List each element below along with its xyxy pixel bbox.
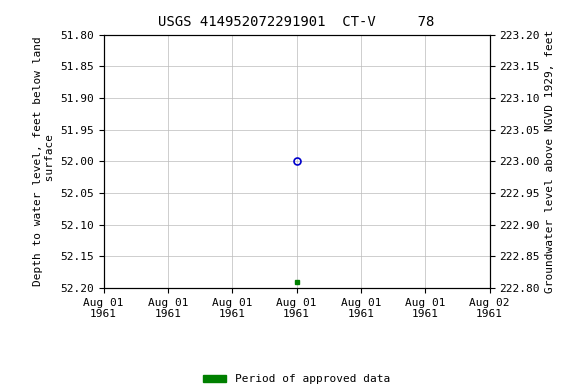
Title: USGS 414952072291901  CT-V     78: USGS 414952072291901 CT-V 78: [158, 15, 435, 29]
Y-axis label: Groundwater level above NGVD 1929, feet: Groundwater level above NGVD 1929, feet: [545, 30, 555, 293]
Y-axis label: Depth to water level, feet below land
 surface: Depth to water level, feet below land su…: [33, 36, 55, 286]
Legend: Period of approved data: Period of approved data: [199, 370, 394, 384]
